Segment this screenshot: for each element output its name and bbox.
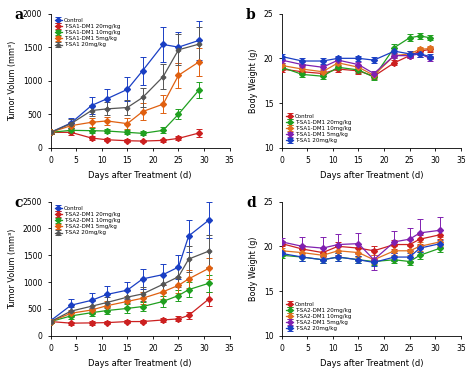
Text: b: b	[246, 8, 255, 22]
Y-axis label: Body Weight (g): Body Weight (g)	[249, 237, 258, 301]
Y-axis label: Body Weight (g): Body Weight (g)	[249, 49, 258, 113]
Legend: Control, T-SA1-DM1 20mg/kg, T-SA1-DM1 10mg/kg, T-SA1-DM1 5mg/kg, T-SA1 20mg/kg: Control, T-SA1-DM1 20mg/kg, T-SA1-DM1 10…	[284, 112, 353, 145]
X-axis label: Days after Treatment (d): Days after Treatment (d)	[88, 359, 192, 368]
Y-axis label: Tumor Volum (mm³): Tumor Volum (mm³)	[9, 229, 18, 309]
Legend: Control, T-SA2-DM1 20mg/kg, T-SA2-DM1 10mg/kg, T-SA2-DM1 5mg/kg, T-SA2 20mg/kg: Control, T-SA2-DM1 20mg/kg, T-SA2-DM1 10…	[284, 300, 353, 333]
X-axis label: Days after Treatment (d): Days after Treatment (d)	[88, 171, 192, 180]
Text: c: c	[15, 196, 23, 210]
X-axis label: Days after Treatment (d): Days after Treatment (d)	[319, 359, 423, 368]
X-axis label: Days after Treatment (d): Days after Treatment (d)	[319, 171, 423, 180]
Legend: Control, T-SA1-DM1 20mg/kg, T-SA1-DM1 10mg/kg, T-SA1-DM1 5mg/kg, T-SA1 20mg/kg: Control, T-SA1-DM1 20mg/kg, T-SA1-DM1 10…	[54, 17, 122, 49]
Y-axis label: Tumor Volum (mm³): Tumor Volum (mm³)	[9, 41, 18, 121]
Legend: Control, T-SA2-DM1 20mg/kg, T-SA2-DM1 10mg/kg, T-SA2-DM1 5mg/kg, T-SA2 20mg/kg: Control, T-SA2-DM1 20mg/kg, T-SA2-DM1 10…	[54, 205, 122, 237]
Text: d: d	[246, 196, 255, 210]
Text: a: a	[15, 8, 24, 22]
